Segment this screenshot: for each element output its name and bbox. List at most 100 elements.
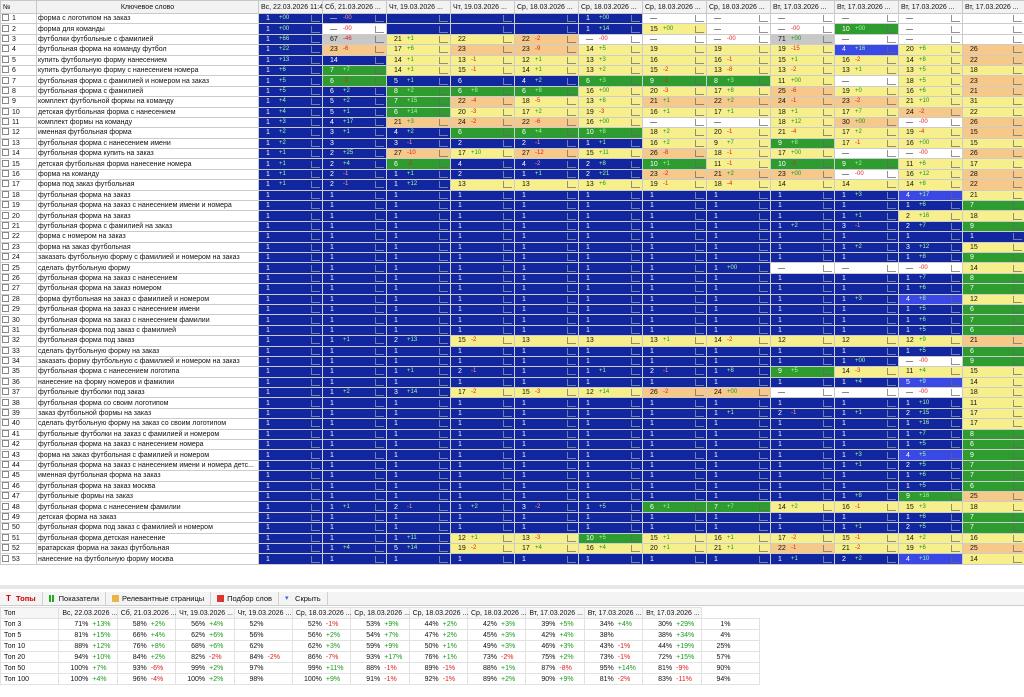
row-checkbox[interactable]	[2, 461, 9, 468]
position-cell[interactable]: — -00	[578, 33, 643, 46]
position-cell[interactable]: — -00	[898, 262, 963, 274]
position-cell[interactable]: 1	[258, 387, 323, 399]
position-cell[interactable]: 4	[450, 158, 515, 170]
position-cell[interactable]: 8	[962, 428, 1024, 441]
line-chart-icon[interactable]	[503, 212, 512, 220]
row-checkbox[interactable]	[2, 232, 9, 240]
table-row[interactable]: 27 футбольная форма на заказ номером 1 1 1 1 1…	[0, 283, 1024, 295]
line-chart-icon[interactable]	[1013, 212, 1022, 220]
position-cell[interactable]: 6	[962, 303, 1024, 316]
position-cell[interactable]: 1	[514, 200, 579, 212]
line-chart-icon[interactable]	[631, 56, 640, 64]
line-chart-icon[interactable]	[823, 524, 832, 532]
line-chart-icon[interactable]	[311, 46, 320, 54]
position-cell[interactable]: 14	[834, 179, 899, 191]
position-cell[interactable]: 1	[770, 324, 835, 337]
line-chart-icon[interactable]	[503, 389, 512, 397]
position-cell[interactable]: 7	[962, 511, 1024, 524]
line-chart-icon[interactable]	[375, 233, 384, 241]
line-chart-icon[interactable]	[1013, 119, 1022, 127]
line-chart-icon[interactable]	[823, 171, 832, 179]
position-cell[interactable]: 1	[322, 241, 387, 254]
position-cell[interactable]: 1	[258, 480, 323, 492]
line-chart-icon[interactable]	[951, 430, 960, 438]
position-cell[interactable]: 1	[386, 522, 451, 534]
line-chart-icon[interactable]	[311, 410, 320, 418]
position-cell[interactable]: 5 +1	[386, 75, 451, 87]
line-chart-icon[interactable]	[375, 451, 384, 459]
line-chart-icon[interactable]	[887, 555, 896, 563]
position-cell[interactable]: 1	[514, 418, 579, 430]
line-chart-icon[interactable]	[951, 461, 960, 469]
position-cell[interactable]: 17 -2	[770, 532, 835, 544]
line-chart-icon[interactable]	[1013, 555, 1022, 563]
line-chart-icon[interactable]	[631, 545, 640, 553]
line-chart-icon[interactable]	[503, 191, 512, 199]
position-cell[interactable]: 13	[514, 335, 579, 347]
line-chart-icon[interactable]	[311, 98, 320, 106]
line-chart-icon[interactable]	[887, 77, 896, 85]
line-chart-icon[interactable]	[951, 441, 960, 449]
position-cell[interactable]: 1	[770, 418, 835, 430]
keyword-cell[interactable]: нанесение на футбольную форму москва	[36, 553, 259, 565]
position-cell[interactable]: 1	[706, 293, 771, 305]
position-cell[interactable]: 1 +1	[834, 459, 899, 472]
position-cell[interactable]: 2 -1	[322, 179, 387, 191]
position-cell[interactable]: 1 +4	[258, 106, 323, 118]
line-chart-icon[interactable]	[567, 223, 576, 230]
line-chart-icon[interactable]	[951, 399, 960, 407]
summary-col-header[interactable]: Вт, 17.03.2026 ...	[642, 607, 702, 619]
line-chart-icon[interactable]	[759, 264, 768, 272]
position-cell[interactable]: 17 +6	[386, 44, 451, 56]
row-checkbox[interactable]	[2, 180, 9, 188]
row-checkbox[interactable]	[2, 357, 9, 365]
line-chart-icon[interactable]	[759, 441, 768, 449]
position-cell[interactable]: 15	[962, 366, 1024, 378]
position-cell[interactable]: 1	[514, 262, 579, 274]
line-chart-icon[interactable]	[887, 513, 896, 521]
line-chart-icon[interactable]	[375, 150, 384, 158]
position-cell[interactable]: 1	[514, 407, 579, 420]
position-cell[interactable]: 4 -2	[514, 158, 579, 170]
line-chart-icon[interactable]	[1013, 171, 1022, 179]
position-cell[interactable]: 14	[962, 262, 1024, 274]
line-chart-icon[interactable]	[567, 15, 576, 23]
line-chart-icon[interactable]	[887, 181, 896, 189]
line-chart-icon[interactable]	[695, 35, 704, 43]
position-cell[interactable]: 1	[514, 303, 579, 316]
position-cell[interactable]: 18 -5	[514, 96, 579, 108]
line-chart-icon[interactable]	[1013, 285, 1022, 293]
position-cell[interactable]: 17 -2	[450, 387, 515, 399]
position-cell[interactable]: 14	[962, 553, 1024, 565]
position-cell[interactable]: 26	[962, 116, 1024, 129]
table-row[interactable]: 50 футбольная форма под заказ с фамилией …	[0, 522, 1024, 534]
position-cell[interactable]: 1 +1	[834, 407, 899, 420]
position-cell[interactable]: 1	[322, 407, 387, 420]
line-chart-icon[interactable]	[759, 316, 768, 324]
position-cell[interactable]: 1	[450, 314, 515, 326]
line-chart-icon[interactable]	[823, 399, 832, 407]
position-cell[interactable]: 1	[642, 490, 707, 503]
col-header-date[interactable]: Вт, 17.03.2026 ...	[834, 0, 899, 14]
line-chart-icon[interactable]	[567, 378, 576, 386]
position-cell[interactable]: 1	[450, 251, 515, 264]
line-chart-icon[interactable]	[887, 191, 896, 199]
line-chart-icon[interactable]	[439, 534, 448, 542]
line-chart-icon[interactable]	[887, 67, 896, 75]
line-chart-icon[interactable]	[631, 139, 640, 147]
position-cell[interactable]: 1	[450, 283, 515, 295]
line-chart-icon[interactable]	[695, 160, 704, 168]
line-chart-icon[interactable]	[1013, 441, 1022, 449]
line-chart-icon[interactable]	[375, 534, 384, 542]
line-chart-icon[interactable]	[631, 46, 640, 54]
line-chart-icon[interactable]	[759, 368, 768, 376]
line-chart-icon[interactable]	[695, 389, 704, 397]
line-chart-icon[interactable]	[823, 285, 832, 293]
line-chart-icon[interactable]	[695, 358, 704, 366]
line-chart-icon[interactable]	[887, 482, 896, 490]
line-chart-icon[interactable]	[887, 285, 896, 293]
line-chart-icon[interactable]	[439, 347, 448, 355]
position-cell[interactable]: 21	[962, 189, 1024, 202]
line-chart-icon[interactable]	[439, 399, 448, 407]
table-row[interactable]: 4 футбольная форма на команду футбол 1 +22 2…	[0, 44, 1024, 56]
